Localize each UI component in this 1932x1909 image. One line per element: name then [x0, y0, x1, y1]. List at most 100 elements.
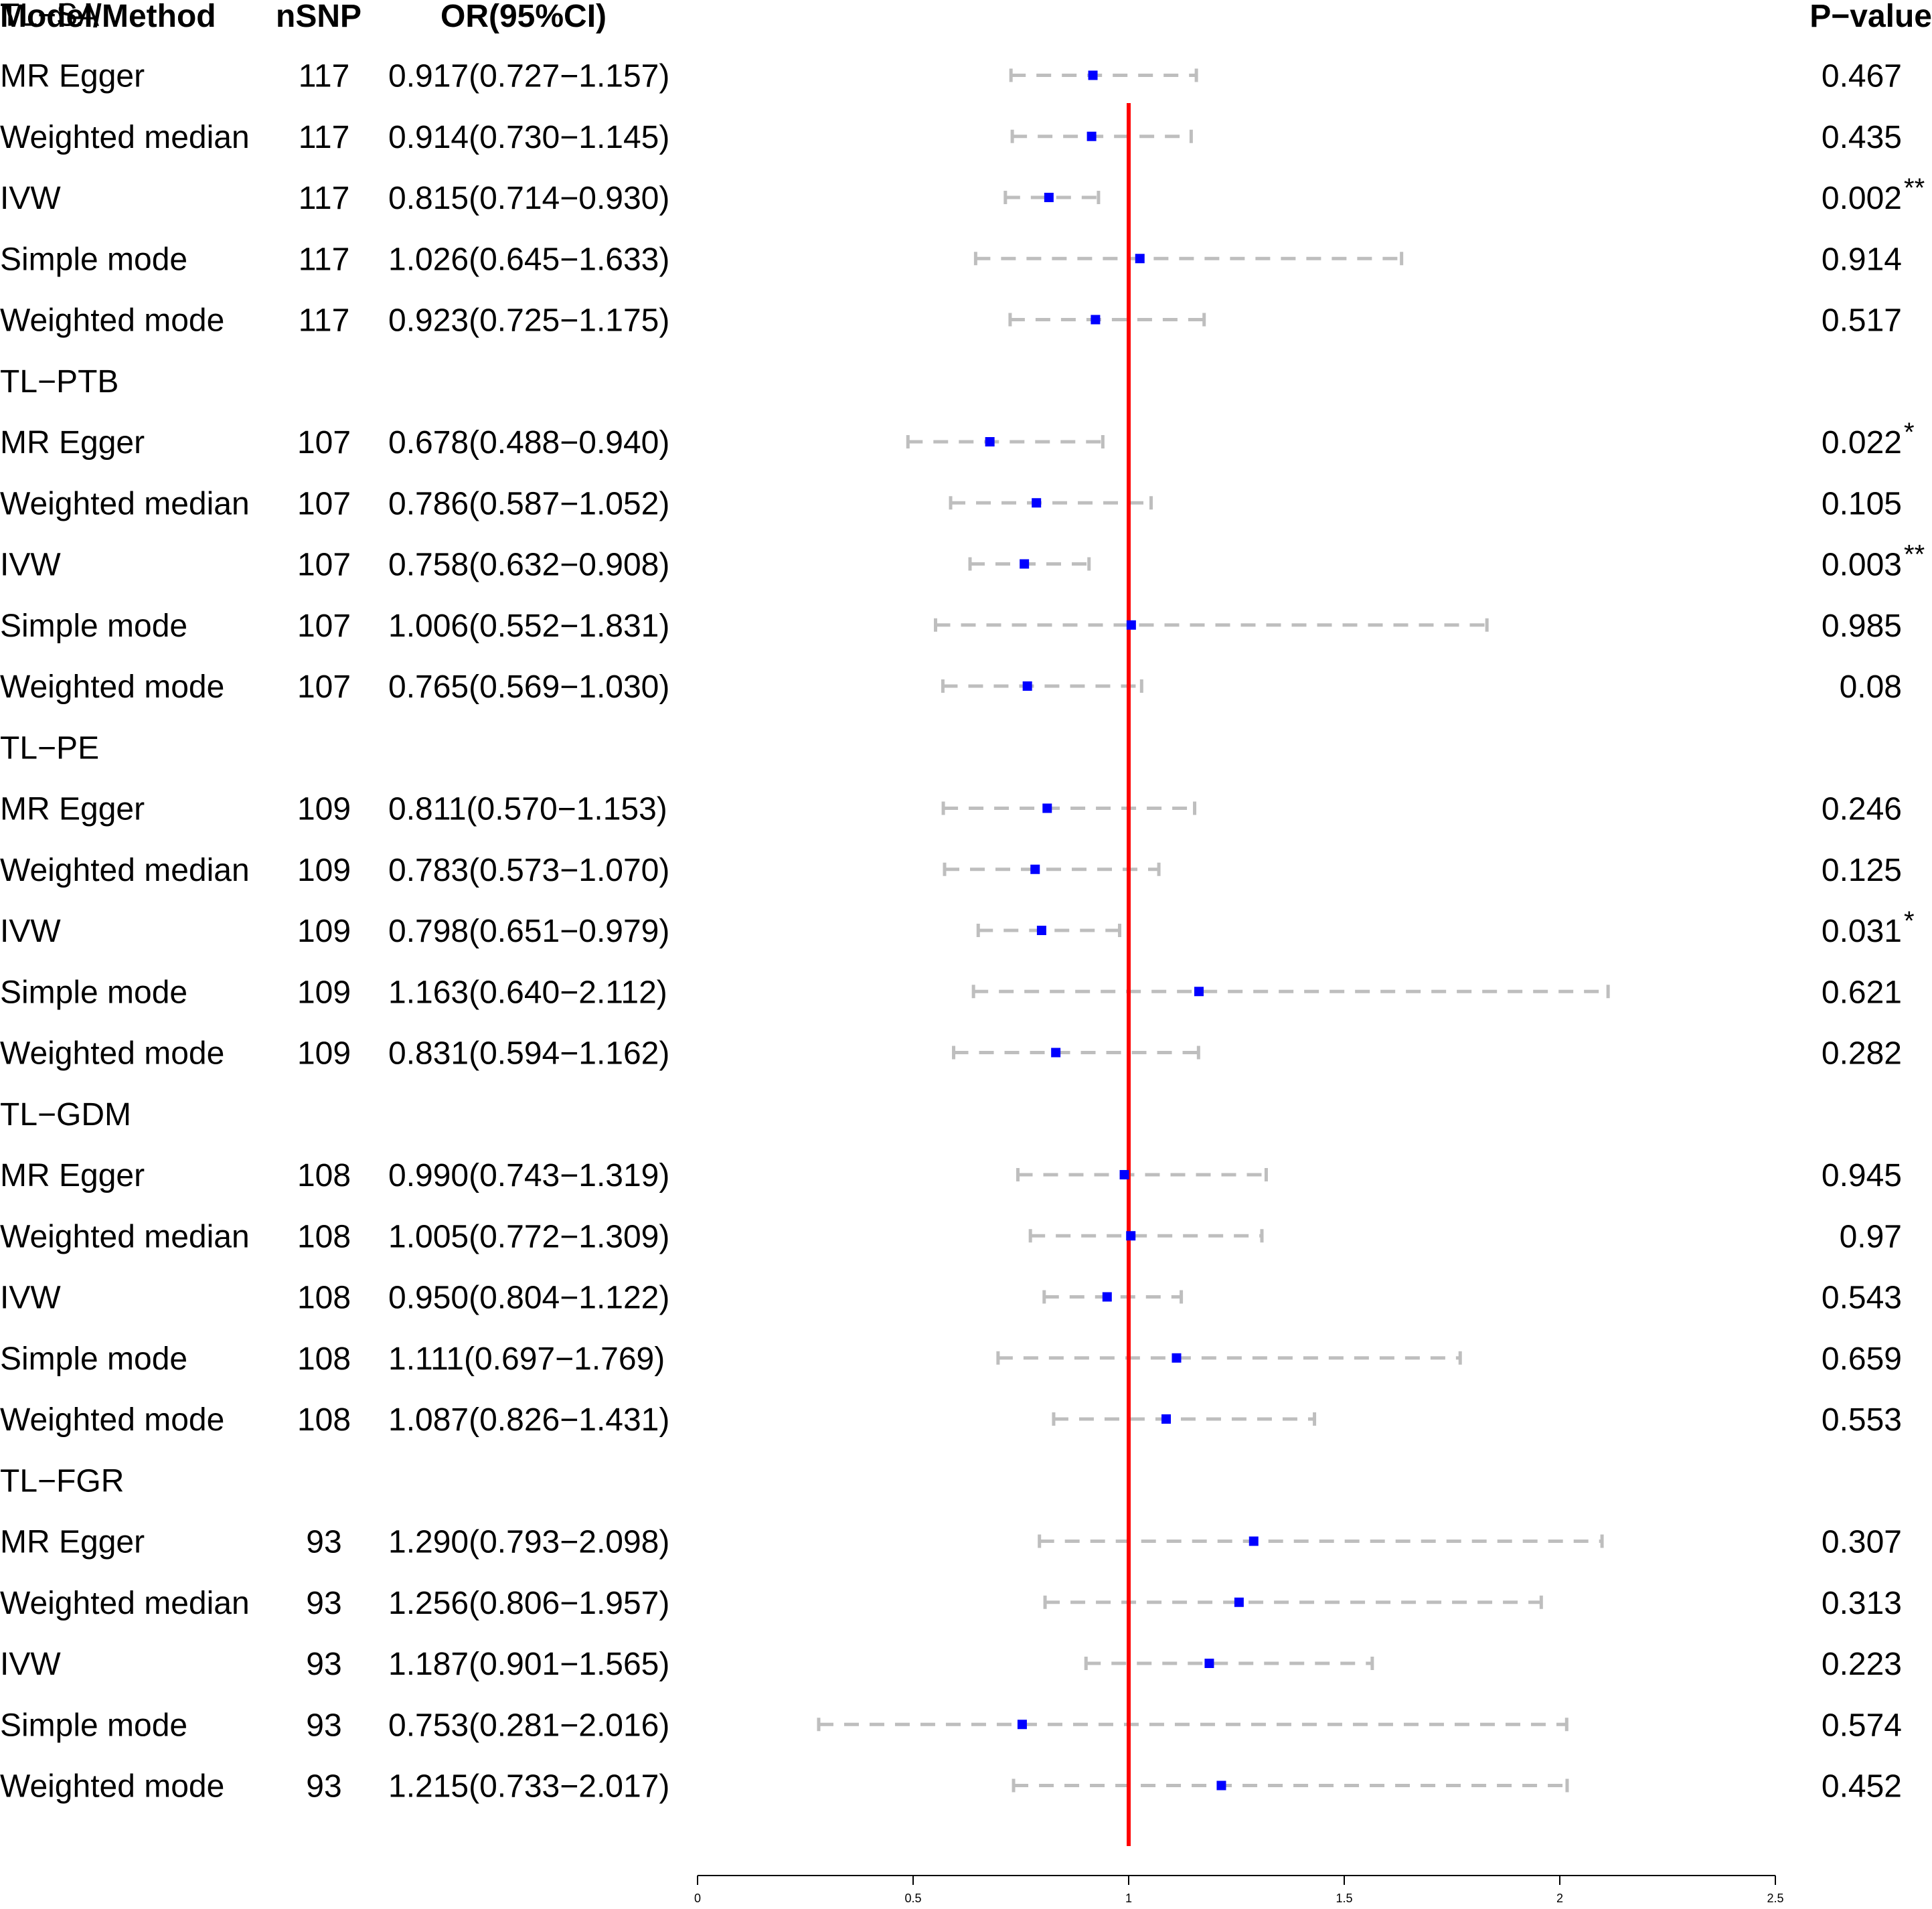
- nsnp-value: 109: [297, 853, 351, 888]
- significance-mark: *: [1904, 418, 1915, 447]
- or-ci-value: 1.005(0.772−1.309): [388, 1219, 669, 1254]
- p-value: 0.543: [1822, 1280, 1902, 1316]
- or-ci-value: 0.811(0.570−1.153): [388, 792, 667, 827]
- estimate-point: [1249, 1536, 1259, 1546]
- estimate-point: [1172, 1353, 1182, 1363]
- or-ci-value: 1.006(0.552−1.831): [388, 608, 669, 644]
- or-ci-value: 0.758(0.632−0.908): [388, 548, 669, 583]
- p-value: 0.621: [1822, 975, 1902, 1010]
- p-value: 0.435: [1822, 120, 1902, 155]
- or-ci-value: 1.215(0.733−2.017): [388, 1769, 669, 1805]
- p-value: 0.467: [1822, 59, 1902, 94]
- method-label: Weighted mode: [0, 1036, 224, 1072]
- x-tick-label: 0.5: [904, 1892, 921, 1905]
- method-label: MR Egger: [0, 792, 145, 827]
- nsnp-value: 107: [297, 486, 351, 521]
- or-ci-value: 1.256(0.806−1.957): [388, 1586, 669, 1621]
- method-label: Weighted median: [0, 1219, 250, 1254]
- estimate-point: [1234, 1597, 1244, 1607]
- p-value: 0.031: [1822, 914, 1902, 949]
- nsnp-value: 108: [297, 1280, 351, 1316]
- estimate-point: [985, 437, 995, 446]
- method-label: Simple mode: [0, 1341, 187, 1377]
- or-ci-value: 0.753(0.281−2.016): [388, 1708, 669, 1743]
- p-value: 0.307: [1822, 1525, 1902, 1560]
- confidence-intervals: [817, 68, 1610, 1793]
- table-text: TL−SA MR Egger 117 0.917(0.727−1.157) 0.467 W…: [0, 0, 1925, 1805]
- group-label: TL−SA: [0, 0, 99, 33]
- method-label: MR Egger: [0, 1525, 145, 1560]
- or-ci-value: 0.798(0.651−0.979): [388, 914, 669, 949]
- or-ci-value: 0.765(0.569−1.030): [388, 669, 669, 705]
- or-ci-value: 1.290(0.793−2.098): [388, 1525, 669, 1560]
- p-value: 0.002: [1822, 181, 1902, 216]
- estimate-point: [1204, 1659, 1214, 1668]
- estimate-point: [1088, 70, 1098, 80]
- method-label: Weighted median: [0, 120, 250, 155]
- x-axis: 0 0.5 1 1.5 2 2.5: [694, 1875, 1784, 1905]
- method-label: Weighted median: [0, 1586, 250, 1621]
- p-value: 0.105: [1822, 486, 1902, 521]
- header-method: Model/Method: [0, 0, 216, 34]
- significance-mark: **: [1904, 540, 1925, 570]
- estimate-point: [1135, 254, 1145, 264]
- p-value: 0.246: [1822, 792, 1902, 827]
- or-ci-value: 1.163(0.640−2.112): [388, 975, 667, 1010]
- nsnp-value: 93: [306, 1525, 341, 1560]
- p-value: 0.125: [1822, 853, 1902, 888]
- estimate-point: [1042, 803, 1052, 813]
- method-label: MR Egger: [0, 1158, 145, 1193]
- estimate-point: [1119, 1170, 1129, 1179]
- p-value: 0.452: [1822, 1769, 1902, 1805]
- header-or: OR(95%CI): [440, 0, 607, 34]
- estimate-point: [1086, 131, 1097, 141]
- p-value: 0.659: [1822, 1341, 1902, 1377]
- estimate-point: [1044, 193, 1054, 202]
- estimate-point: [1017, 1720, 1027, 1730]
- nsnp-value: 93: [306, 1769, 341, 1805]
- method-label: Simple mode: [0, 1708, 187, 1743]
- x-tick-label: 2.5: [1767, 1892, 1783, 1905]
- p-value: 0.97: [1840, 1219, 1902, 1254]
- or-ci-value: 0.678(0.488−0.940): [388, 425, 669, 461]
- method-label: IVW: [0, 548, 61, 583]
- group-label: TL−PTB: [0, 364, 118, 400]
- method-label: IVW: [0, 1647, 61, 1682]
- nsnp-value: 108: [297, 1219, 351, 1254]
- header-nsnp: nSNP: [276, 0, 361, 34]
- p-value: 0.282: [1822, 1036, 1902, 1072]
- nsnp-value: 108: [297, 1402, 351, 1438]
- method-label: Weighted mode: [0, 669, 224, 705]
- estimate-point: [1030, 864, 1040, 874]
- nsnp-value: 117: [299, 59, 350, 94]
- p-value: 0.003: [1822, 548, 1902, 583]
- estimate-point: [1091, 315, 1101, 325]
- method-label: Simple mode: [0, 608, 187, 644]
- nsnp-value: 107: [297, 608, 351, 644]
- nsnp-value: 93: [306, 1647, 341, 1682]
- or-ci-value: 0.950(0.804−1.122): [388, 1280, 669, 1316]
- nsnp-value: 109: [297, 975, 351, 1010]
- group-label: TL−FGR: [0, 1463, 124, 1499]
- or-ci-value: 0.831(0.594−1.162): [388, 1036, 669, 1072]
- group-label: TL−PE: [0, 730, 99, 766]
- estimate-point: [1022, 681, 1032, 691]
- or-ci-value: 1.111(0.697−1.769): [388, 1341, 665, 1377]
- x-tick-label: 1: [1125, 1892, 1132, 1905]
- nsnp-value: 107: [297, 669, 351, 705]
- nsnp-value: 117: [299, 303, 350, 339]
- p-value: 0.223: [1822, 1647, 1902, 1682]
- or-ci-value: 1.026(0.645−1.633): [388, 242, 669, 277]
- estimate-point: [1126, 1231, 1136, 1241]
- or-ci-value: 0.917(0.727−1.157): [388, 59, 669, 94]
- group-label: TL−GDM: [0, 1097, 131, 1133]
- nsnp-value: 109: [297, 792, 351, 827]
- method-label: Simple mode: [0, 242, 187, 277]
- nsnp-value: 108: [297, 1341, 351, 1377]
- or-ci-value: 0.783(0.573−1.070): [388, 853, 669, 888]
- estimate-point: [1102, 1292, 1112, 1302]
- method-label: Weighted median: [0, 486, 250, 521]
- method-label: MR Egger: [0, 59, 145, 94]
- or-ci-value: 0.914(0.730−1.145): [388, 120, 669, 155]
